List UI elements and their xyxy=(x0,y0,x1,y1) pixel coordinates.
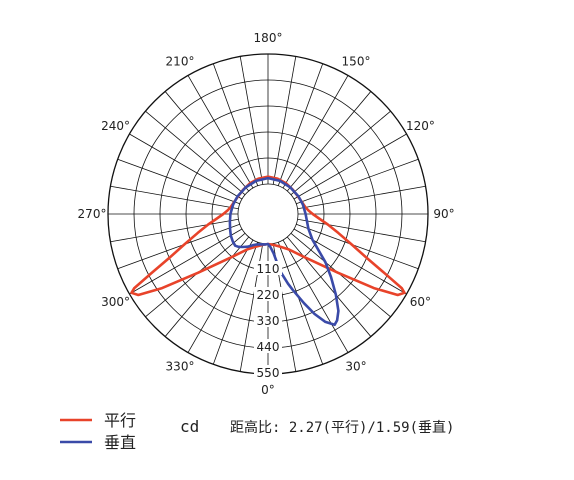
radial-label-bg xyxy=(254,287,282,301)
grid-spoke xyxy=(297,218,426,243)
grid-spoke xyxy=(145,110,246,196)
grid-spoke xyxy=(296,223,419,270)
legend-label-vertical: 垂直 xyxy=(104,433,136,452)
grid-spoke xyxy=(239,56,264,185)
radial-label-bg xyxy=(254,365,282,379)
angle-label: 150° xyxy=(342,55,371,69)
radial-label-bg xyxy=(254,261,282,275)
grid-spoke xyxy=(272,56,297,185)
radial-tick-label: 110 xyxy=(257,262,280,276)
grid-spoke xyxy=(110,218,239,243)
angle-label: 210° xyxy=(166,55,195,69)
grid-spoke xyxy=(296,158,419,205)
grid-spoke xyxy=(286,236,372,337)
grid-spoke xyxy=(110,185,239,210)
curve-parallel xyxy=(130,175,406,297)
unit-label: cd xyxy=(180,417,199,436)
legend: 平行 垂直 xyxy=(60,411,136,452)
spacing-ratio-text: 距高比: 2.27(平行)/1.59(垂直) xyxy=(230,419,454,436)
curve-vertical xyxy=(228,176,340,327)
grid-spoke xyxy=(187,75,254,189)
angle-label: 240° xyxy=(101,119,130,133)
grid-spoke xyxy=(117,223,240,270)
angle-label: 330° xyxy=(166,359,195,373)
radial-tick-labels: 110 220 330 440 550 xyxy=(254,261,282,380)
grid-spoke xyxy=(187,239,254,353)
radial-label-bg xyxy=(254,339,282,353)
angle-label: 60° xyxy=(410,295,431,309)
inner-ring xyxy=(237,183,299,245)
grid-spoke xyxy=(212,242,259,365)
angle-label: 120° xyxy=(406,119,435,133)
angle-label: 90° xyxy=(433,207,454,221)
grid-spoke xyxy=(286,91,372,192)
angle-label: 300° xyxy=(101,295,130,309)
angle-label: 180° xyxy=(254,31,283,45)
grid-spoke xyxy=(164,236,250,337)
intensity-curves xyxy=(130,175,406,327)
grid-spoke xyxy=(129,228,243,295)
grid-spoke xyxy=(293,133,407,200)
legend-label-parallel: 平行 xyxy=(104,411,136,430)
grid-spoke xyxy=(117,158,240,205)
grid-spoke xyxy=(277,63,324,186)
grid-spoke xyxy=(277,242,324,365)
radial-tick-label: 220 xyxy=(257,288,280,302)
grid-spoke xyxy=(212,63,259,186)
grid-spoke xyxy=(290,110,391,196)
grid-spoke xyxy=(282,239,349,353)
angle-label: 270° xyxy=(78,207,107,221)
radial-tick-label: 440 xyxy=(257,340,280,354)
angle-label: 0° xyxy=(261,383,275,397)
radial-tick-label: 550 xyxy=(257,366,280,380)
grid-spoke xyxy=(129,133,243,200)
radial-tick-label: 330 xyxy=(257,314,280,328)
radial-label-bg xyxy=(254,313,282,327)
grid-spoke xyxy=(164,91,250,192)
grid-spoke xyxy=(282,75,349,189)
angle-labels: 0° 30° 60° 90° 120° 150° 180° 210° 240° 270° 300° 3… xyxy=(78,31,455,397)
angle-label: 30° xyxy=(345,359,366,373)
grid-spoke xyxy=(297,185,426,210)
